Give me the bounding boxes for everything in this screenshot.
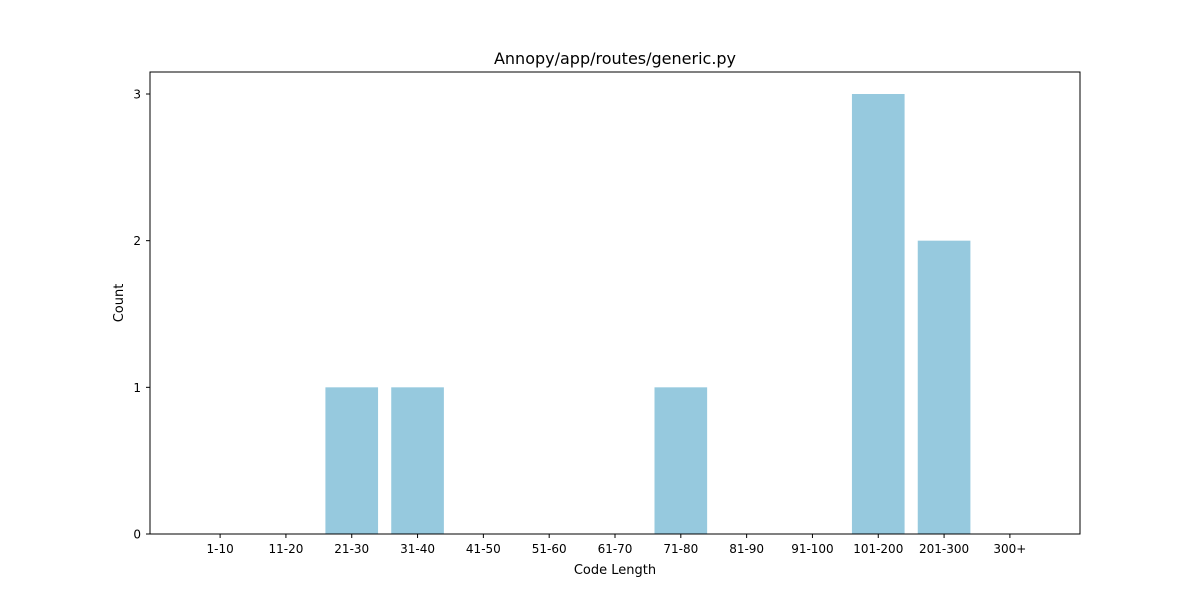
x-tick-label: 81-90 <box>729 542 764 556</box>
bars <box>325 94 971 535</box>
bar-201-300 <box>917 240 971 535</box>
x-tick-label: 201-300 <box>919 542 969 556</box>
x-tick-label: 101-200 <box>853 542 903 556</box>
bar-101-200 <box>851 94 905 534</box>
bar-31-40 <box>391 387 444 534</box>
x-tick-label: 51-60 <box>532 542 567 556</box>
x-tick-label: 71-80 <box>663 542 698 556</box>
x-tick-label: 1-10 <box>206 542 233 556</box>
x-tick-label: 31-40 <box>400 542 435 556</box>
y-tick-label: 0 <box>133 528 141 542</box>
y-axis-ticks: 0 1 2 3 <box>133 88 150 542</box>
x-tick-label: 11-20 <box>268 542 303 556</box>
bar-71-80 <box>654 387 708 534</box>
x-tick-label: 91-100 <box>791 542 834 556</box>
x-tick-label: 300+ <box>993 542 1026 556</box>
chart-title: Annopy/app/routes/generic.py <box>494 49 736 68</box>
y-tick-label: 1 <box>133 381 141 395</box>
x-tick-label: 61-70 <box>598 542 633 556</box>
x-tick-label: 41-50 <box>466 542 501 556</box>
x-axis-label: Code Length <box>574 563 656 578</box>
x-axis-ticks: 1-10 11-20 21-30 31-40 41-50 51-60 61-70 71-80 8… <box>206 534 1026 556</box>
y-tick-label: 3 <box>133 88 141 102</box>
y-tick-label: 2 <box>133 234 141 248</box>
x-tick-label: 21-30 <box>334 542 369 556</box>
y-axis-label: Count <box>112 284 127 323</box>
bar-21-30 <box>325 387 379 534</box>
